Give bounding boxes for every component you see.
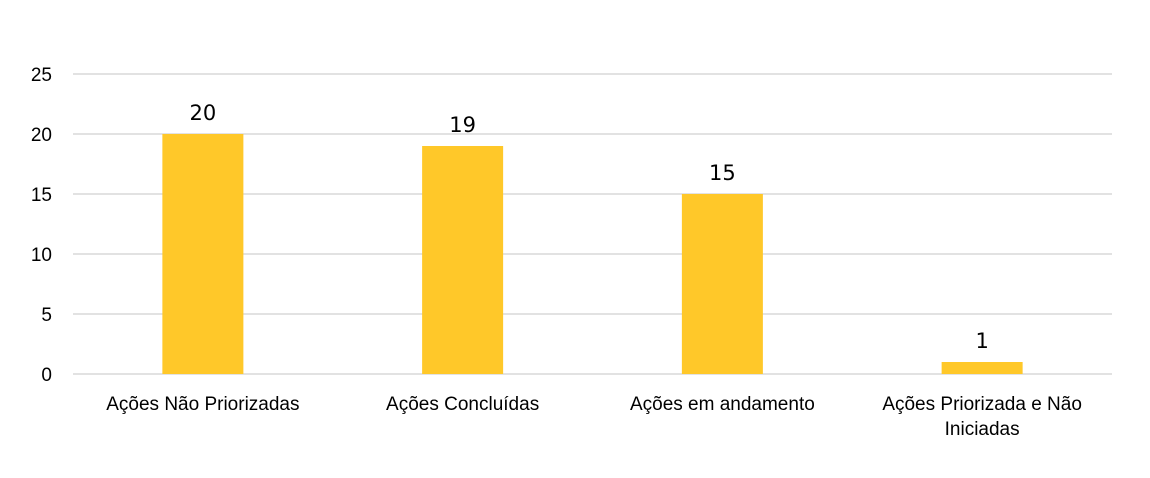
x-tick-label-line: Ações em andamento xyxy=(630,394,815,415)
x-tick-label-line: Ações Concluídas xyxy=(386,394,539,415)
gridlines xyxy=(73,73,1112,375)
bar xyxy=(941,362,1023,374)
y-tick-label: 25 xyxy=(31,65,52,86)
x-axis-tick-labels: Ações Não Priorizadas Ações Concluídas Açõ… xyxy=(106,394,1082,440)
x-tick-label-line: Iniciadas xyxy=(945,419,1020,440)
data-labels: 20 19 15 1 xyxy=(190,101,989,353)
y-tick-label: 15 xyxy=(31,185,52,206)
bar xyxy=(162,134,244,374)
y-tick-label: 5 xyxy=(41,305,52,326)
y-tick-label: 0 xyxy=(41,365,52,386)
x-tick-label: Ações Não Priorizadas xyxy=(106,394,299,415)
x-tick-label: Ações Priorizada e Não Iniciadas xyxy=(882,394,1082,440)
y-tick-label: 20 xyxy=(31,125,52,146)
x-tick-label: Ações Concluídas xyxy=(386,394,539,415)
y-axis-tick-labels: 0 5 10 15 20 25 xyxy=(31,65,52,386)
x-tick-label-line: Ações Não Priorizadas xyxy=(106,394,299,415)
bar xyxy=(681,194,763,374)
x-tick-label: Ações em andamento xyxy=(630,394,815,415)
data-label: 19 xyxy=(449,113,476,137)
x-tick-label-line: Ações Priorizada e Não xyxy=(882,394,1082,415)
y-tick-label: 10 xyxy=(31,245,52,266)
data-label: 1 xyxy=(975,329,988,353)
bar xyxy=(422,146,504,374)
data-label: 20 xyxy=(190,101,217,125)
bars xyxy=(162,134,1023,374)
data-label: 15 xyxy=(709,161,736,185)
